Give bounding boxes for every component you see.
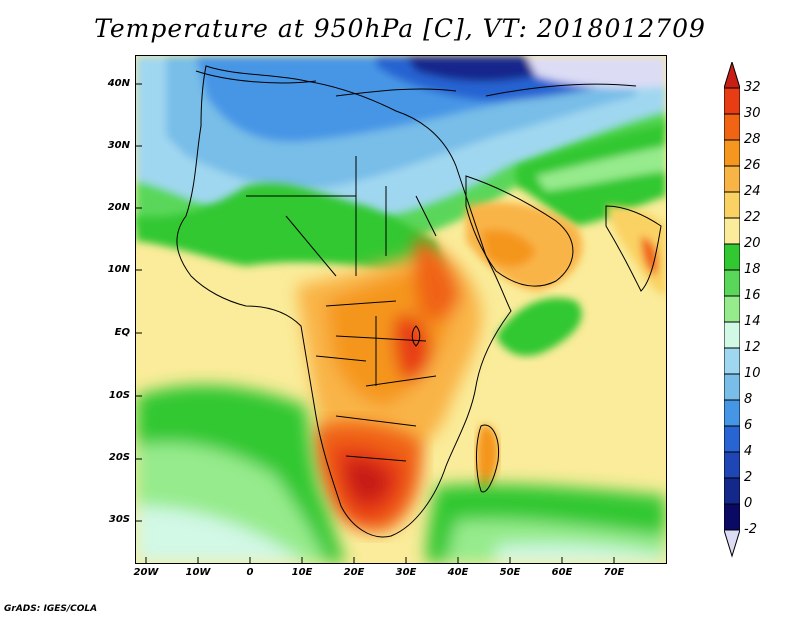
- colorbar-label-8: 8: [744, 392, 753, 407]
- lat-label-20s: 20S: [108, 452, 130, 463]
- colorbar-seg-17: [724, 503, 740, 531]
- colorbar-seg-2: [724, 113, 740, 141]
- africa-warm: [296, 236, 482, 462]
- colorbar-seg-13: [724, 399, 740, 427]
- sahel-band: [136, 121, 666, 274]
- colorbar-seg-10: [724, 321, 740, 349]
- lon-label-0: 0: [246, 567, 254, 578]
- southern-ocean: [136, 385, 666, 563]
- lat-label-10s: 10S: [108, 390, 130, 401]
- lat-label-30s: 30S: [108, 514, 130, 525]
- colorbar-seg-3: [724, 139, 740, 167]
- colorbar-seg-12: [724, 373, 740, 401]
- colorbar-label-16: 16: [744, 288, 761, 303]
- colorbar-seg-8: [724, 269, 740, 297]
- lon-label-50e: 50E: [499, 567, 521, 578]
- colorbar-label-4: 4: [744, 444, 753, 459]
- colorbar-seg-9: [724, 295, 740, 323]
- map-canvas: [136, 56, 666, 563]
- lat-label-30n: 30N: [107, 140, 130, 151]
- colorbar-label-12: 12: [744, 340, 761, 355]
- coastlines: [176, 65, 662, 538]
- colorbar-seg-6: [724, 217, 740, 245]
- colorbar-label-20: 20: [744, 236, 761, 251]
- arabia-warm: [466, 202, 583, 291]
- lon-label-10w: 10W: [185, 567, 211, 578]
- temperature-map: [135, 55, 667, 564]
- lon-label-10e: 10E: [291, 567, 313, 578]
- colorbar-seg-1: [724, 87, 740, 115]
- colorbar-label-18: 18: [744, 262, 761, 277]
- lon-label-20e: 20E: [343, 567, 365, 578]
- lon-label-70e: 70E: [603, 567, 625, 578]
- lon-label-60e: 60E: [551, 567, 573, 578]
- lon-label-20w: 20W: [133, 567, 159, 578]
- footer-credit: GrADS: IGES/COLA: [4, 604, 98, 614]
- lon-label-40e: 40E: [447, 567, 469, 578]
- colorbar-seg-7: [724, 243, 740, 271]
- colorbar-label-2: 2: [744, 470, 753, 485]
- colorbar-label-22: 22: [744, 210, 761, 225]
- colorbar-bottom-arrow: [724, 529, 740, 558]
- colorbar-seg-14: [724, 425, 740, 453]
- colorbar-label-0: 0: [744, 496, 753, 511]
- map-ticks: [136, 83, 615, 563]
- colorbar-seg-5: [724, 191, 740, 219]
- lat-label-20n: 20N: [107, 202, 130, 213]
- colorbar-label-24: 24: [744, 184, 761, 199]
- colorbar-top-arrow: [724, 62, 740, 89]
- colorbar-seg-4: [724, 165, 740, 193]
- colorbar-label-6: 6: [744, 418, 753, 433]
- colorbar-label-26: 26: [744, 158, 761, 173]
- colorbar-label-10: 10: [744, 366, 761, 381]
- colorbar-seg-11: [724, 347, 740, 375]
- lon-label-30e: 30E: [395, 567, 417, 578]
- colorbar-label-30: 30: [744, 106, 761, 121]
- colorbar-seg-15: [724, 451, 740, 479]
- madagascar: [476, 425, 499, 492]
- colorbar-label-14: 14: [744, 314, 761, 329]
- colorbar-label-28: 28: [744, 132, 761, 147]
- lat-label-40n: 40N: [107, 78, 130, 89]
- colorbar-label-neg2: -2: [744, 522, 757, 537]
- colorbar-label-32: 32: [744, 80, 761, 95]
- lat-label-10n: 10N: [107, 264, 130, 275]
- arabian-sea-green: [496, 297, 582, 356]
- chart-title: Temperature at 950hPa [C], VT: 201801270…: [94, 14, 706, 43]
- lat-label-eq: EQ: [114, 327, 130, 338]
- colorbar: [724, 62, 740, 558]
- southern-africa-hot: [314, 421, 423, 532]
- colorbar-seg-16: [724, 477, 740, 505]
